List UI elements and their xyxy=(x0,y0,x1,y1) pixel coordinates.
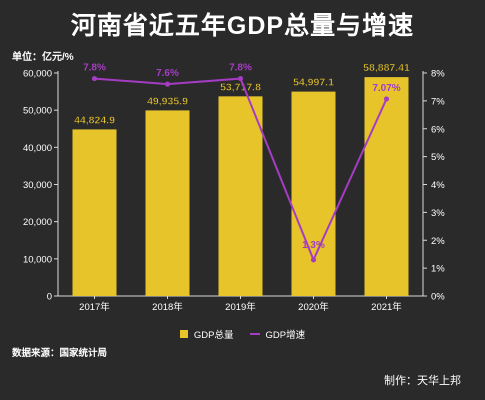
line-data-label: 7.8% xyxy=(83,63,106,74)
x-tick-label: 2019年 xyxy=(225,301,256,313)
y-right-tick-label: 4% xyxy=(431,180,445,191)
line-data-label: 1.3% xyxy=(302,240,325,251)
y-right-tick-label: 2% xyxy=(431,236,445,247)
y-right-tick-label: 0% xyxy=(431,292,445,303)
y-left-tick-label: 30,000 xyxy=(23,180,52,191)
line-data-label: 7.07% xyxy=(372,83,400,94)
bar-data-label: 53,717.8 xyxy=(220,81,261,93)
x-tick-label: 2017年 xyxy=(79,301,110,313)
line-data-label: 7.6% xyxy=(156,68,179,79)
legend-item-bar: GDP总量 xyxy=(179,327,234,341)
y-left-tick-label: 20,000 xyxy=(23,217,52,228)
y-left-tick-label: 60,000 xyxy=(23,69,52,80)
y-right-tick-label: 8% xyxy=(431,69,445,80)
y-right-tick-label: 3% xyxy=(431,208,445,219)
legend-label-line: GDP增速 xyxy=(265,330,306,341)
x-tick-label: 2021年 xyxy=(371,301,402,313)
legend-swatch-bar xyxy=(179,330,188,338)
y-left-tick-label: 40,000 xyxy=(23,143,52,154)
bar xyxy=(291,91,336,296)
legend-swatch-line xyxy=(249,333,260,335)
line-point xyxy=(310,257,317,263)
bar xyxy=(145,110,190,296)
data-source: 数据来源：国家统计局 xyxy=(12,348,108,359)
maker-credit: 制作：天华上邦 xyxy=(384,375,461,387)
line-point xyxy=(237,75,244,82)
bar-data-label: 58,887.41 xyxy=(363,62,410,74)
unit-label: 单位：亿元/% xyxy=(12,52,74,63)
bar-data-label: 44,824.9 xyxy=(74,114,115,126)
line-point xyxy=(164,81,171,87)
bar xyxy=(364,77,409,296)
bar-data-label: 49,935.9 xyxy=(147,95,188,107)
legend-label-bar: GDP总量 xyxy=(193,330,234,341)
legend: GDP总量 GDP增速 xyxy=(0,327,485,341)
line-point xyxy=(91,75,98,82)
y-right-tick-label: 1% xyxy=(431,264,445,275)
bar xyxy=(218,96,263,296)
y-right-tick-label: 7% xyxy=(431,96,445,107)
legend-item-line: GDP增速 xyxy=(249,327,306,341)
line-data-label: 7.8% xyxy=(229,63,252,74)
y-left-tick-label: 50,000 xyxy=(23,106,52,117)
x-tick-label: 2020年 xyxy=(298,301,329,313)
line-point xyxy=(383,96,390,102)
bar xyxy=(72,129,117,296)
chart-title: 河南省近五年GDP总量与增速 xyxy=(70,12,415,40)
x-tick-label: 2018年 xyxy=(152,301,183,313)
y-right-tick-label: 6% xyxy=(431,124,445,135)
bar-data-label: 54,997.1 xyxy=(293,77,334,89)
y-left-tick-label: 10,000 xyxy=(23,254,52,265)
y-right-tick-label: 5% xyxy=(431,152,445,163)
y-left-tick-label: 0 xyxy=(47,292,52,303)
